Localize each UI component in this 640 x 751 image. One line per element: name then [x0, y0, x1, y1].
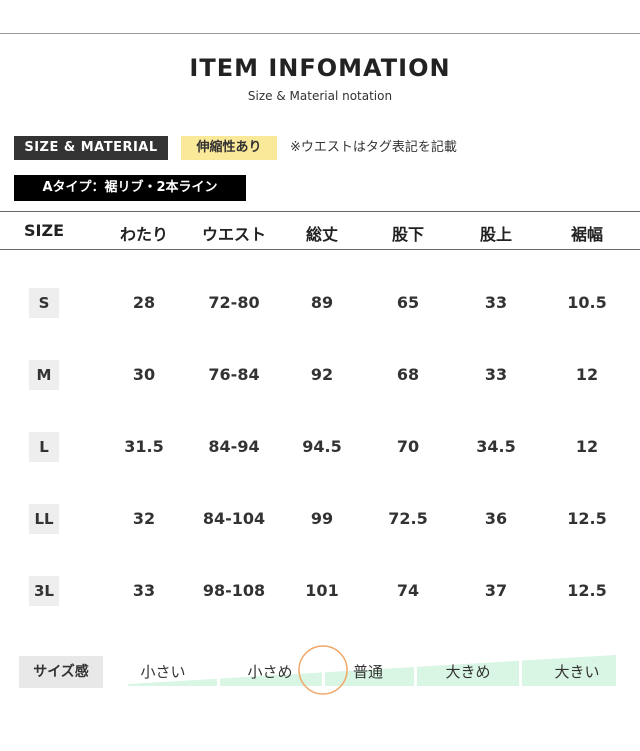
table-cell: 74: [396, 581, 420, 600]
fit-scale-label: 大きい: [554, 663, 600, 681]
table-cell: 12: [575, 437, 599, 456]
table-cell: 94.5: [302, 437, 342, 456]
table-cell: 12: [575, 365, 599, 384]
table-cell: 33: [484, 365, 508, 384]
table-cell: 99: [310, 509, 334, 528]
stretch-tag: 伸縮性あり: [181, 136, 277, 160]
table-cell: 65: [396, 293, 420, 312]
table-cell: 68: [396, 365, 420, 384]
fit-scale-label: 大きめ: [445, 663, 491, 681]
size-badge: S: [29, 288, 59, 318]
table-cell: 70: [396, 437, 420, 456]
size-badge: 3L: [29, 576, 59, 606]
column-header: 総丈: [305, 225, 338, 244]
column-header: ウエスト: [201, 225, 266, 244]
table-cell: 101: [305, 581, 339, 600]
table-cell: 37: [484, 581, 508, 600]
page-subtitle: Size & Material notation: [247, 89, 393, 103]
ramp-gap: [322, 640, 325, 690]
table-cell: 28: [132, 293, 156, 312]
page-title: ITEM INFOMATION: [189, 54, 451, 82]
fit-scale-label: 小さい: [140, 663, 186, 681]
fit-ramp-fill: [128, 655, 616, 686]
column-header: わたり: [119, 225, 168, 244]
table-cell: 12.5: [567, 509, 607, 528]
table-top-divider: [0, 211, 640, 212]
table-cell: 72.5: [388, 509, 428, 528]
size-badge: L: [29, 432, 59, 462]
table-cell: 34.5: [476, 437, 516, 456]
ramp-gap: [217, 640, 220, 690]
table-cell: 76-84: [208, 365, 260, 384]
table-cell: 92: [310, 365, 334, 384]
ramp-gap: [519, 640, 522, 690]
table-header-divider: [0, 249, 640, 250]
column-header: 裾幅: [570, 225, 603, 244]
fit-label: サイズ感: [19, 656, 103, 688]
fit-scale-label: 小さめ: [247, 663, 293, 681]
table-cell: 72-80: [208, 293, 260, 312]
table-cell: 31.5: [124, 437, 164, 456]
fit-marker-circle: [298, 645, 348, 695]
table-cell: 98-108: [202, 581, 266, 600]
table-cell: 12.5: [567, 581, 607, 600]
ramp-gap: [414, 640, 417, 690]
table-cell: 30: [132, 365, 156, 384]
table-cell: 32: [132, 509, 156, 528]
divider: [0, 33, 640, 34]
table-cell: 33: [484, 293, 508, 312]
size-material-tag: SIZE & MATERIAL: [14, 136, 168, 160]
table-cell: 33: [132, 581, 156, 600]
size-badge: M: [29, 360, 59, 390]
type-tag: Aタイプ：裾リブ・2本ライン: [14, 175, 246, 201]
column-header: 股下: [391, 225, 424, 244]
fit-scale-label: 普通: [352, 663, 383, 681]
table-cell: 36: [484, 509, 508, 528]
column-header: SIZE: [23, 221, 64, 240]
table-cell: 84-94: [208, 437, 260, 456]
waist-note: ※ウエストはタグ表記を記載: [290, 140, 457, 155]
table-cell: 84-104: [202, 509, 266, 528]
size-badge: LL: [29, 504, 59, 534]
fit-ramp: [128, 640, 616, 695]
table-cell: 89: [310, 293, 334, 312]
column-header: 股上: [479, 225, 512, 244]
table-cell: 10.5: [567, 293, 607, 312]
